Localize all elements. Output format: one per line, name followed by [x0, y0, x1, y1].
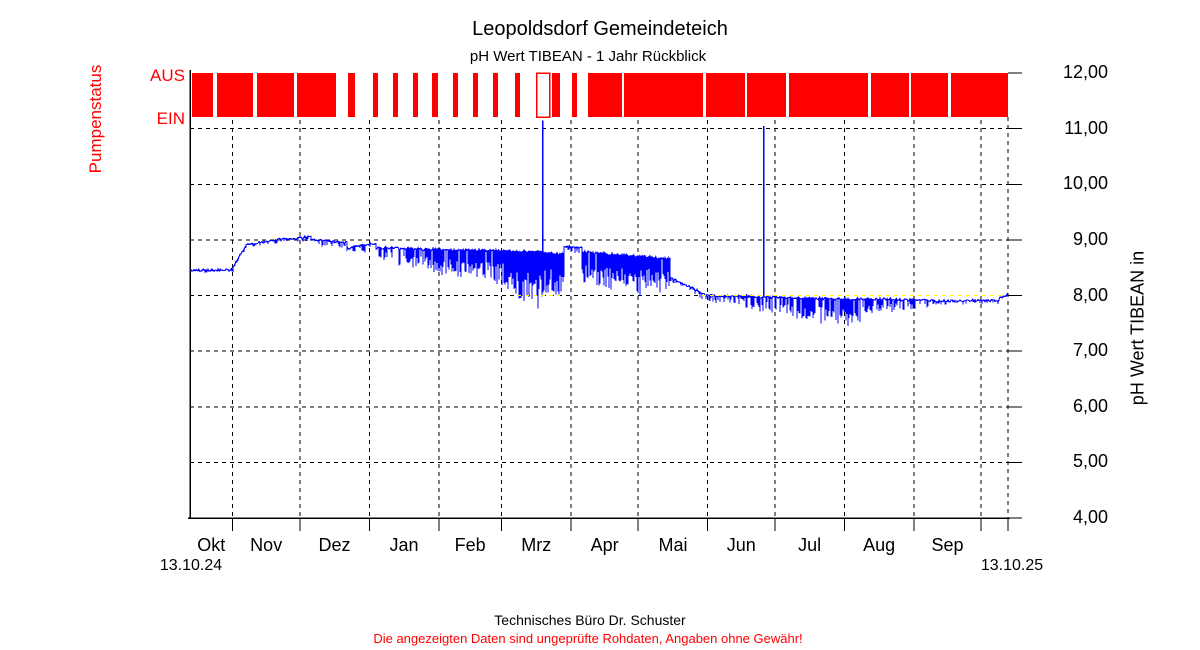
pump-state-ein-label: EIN	[156, 109, 185, 128]
x-axis-start-date: 13.10.24	[159, 557, 223, 574]
chart-subtitle: pH Wert TIBEAN - 1 Jahr Rückblick	[469, 48, 707, 65]
y-tick-label: 12,00	[1062, 62, 1108, 82]
x-month-label: Mrz	[521, 535, 552, 555]
x-month-label: Aug	[863, 535, 896, 555]
y-tick-label: 7,00	[1072, 340, 1108, 361]
footer-company: Technisches Büro Dr. Schuster	[494, 612, 686, 628]
y-tick-label: 8,00	[1072, 284, 1108, 305]
x-month-label: Jan	[389, 535, 419, 555]
x-month-label: Okt	[197, 535, 226, 555]
y-axis-label: pH Wert TIBEAN in	[1127, 250, 1148, 406]
x-month-label: Apr	[590, 535, 619, 555]
y-tick-label: 11,00	[1064, 117, 1108, 138]
x-month-label: Nov	[250, 535, 283, 555]
x-month-label: Jun	[726, 535, 756, 555]
x-month-label: Feb	[454, 535, 486, 555]
x-month-label: Mai	[658, 535, 688, 555]
x-month-label: Dez	[318, 535, 351, 555]
y-tick-label: 4,00	[1072, 507, 1108, 527]
pump-status-axis-label: Pumpenstatus	[86, 64, 105, 174]
x-axis-end-date: 13.10.25	[980, 557, 1044, 574]
pump-state-aus-label: AUS	[150, 66, 185, 85]
y-tick-label: 5,00	[1072, 451, 1108, 472]
y-tick-label: 6,00	[1072, 395, 1108, 416]
y-tick-label: 10,00	[1062, 173, 1108, 194]
x-month-label: Jul	[798, 535, 822, 555]
x-month-label: Sep	[931, 535, 964, 555]
footer-disclaimer: Die angezeigten Daten sind ungeprüfte Ro…	[373, 631, 803, 646]
y-tick-label: 9,00	[1072, 228, 1108, 249]
page-title: Leopoldsdorf Gemeindeteich	[472, 18, 728, 40]
